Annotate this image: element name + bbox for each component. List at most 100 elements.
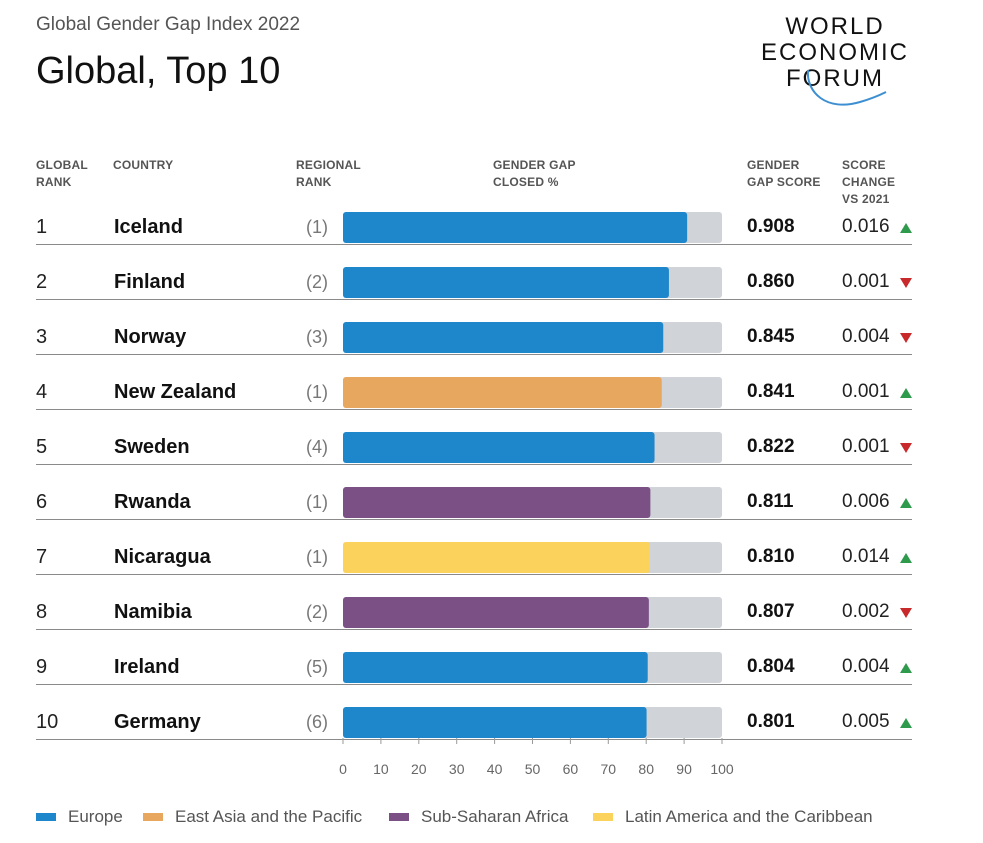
bar-remainder <box>343 432 722 463</box>
legend-label: Europe <box>68 807 123 826</box>
triangle-up-icon <box>900 552 912 563</box>
triangle-up-icon <box>900 222 912 233</box>
global-rank: 3 <box>36 325 48 348</box>
x-tick-label: 50 <box>525 761 541 777</box>
global-rank: 7 <box>36 545 48 568</box>
global-rank: 9 <box>36 655 48 678</box>
global-rank: 4 <box>36 380 48 403</box>
regional-rank: (2) <box>306 601 328 622</box>
score-change: 0.002 <box>842 600 890 622</box>
column-header-country: COUNTRY <box>113 157 173 174</box>
legend-item: Latin America and the Caribbean <box>593 807 873 827</box>
x-tick-label: 70 <box>601 761 617 777</box>
gender-gap-score: 0.845 <box>747 325 795 347</box>
global-rank: 8 <box>36 600 48 623</box>
triangle-up-icon <box>900 717 912 728</box>
regional-rank: (6) <box>306 711 328 732</box>
gender-gap-score: 0.860 <box>747 270 795 292</box>
x-tick-label: 80 <box>638 761 654 777</box>
global-rank: 6 <box>36 490 48 513</box>
gender-gap-score: 0.801 <box>747 710 795 732</box>
country-name: New Zealand <box>114 380 237 403</box>
score-change: 0.004 <box>842 325 890 347</box>
triangle-up-icon <box>900 662 912 673</box>
country-name: Sweden <box>114 435 190 458</box>
regional-rank: (1) <box>306 546 328 567</box>
global-rank: 5 <box>36 435 48 458</box>
subtitle: Global Gender Gap Index 2022 <box>36 14 301 35</box>
legend-item: Europe <box>36 807 123 827</box>
column-header-line: RANK <box>296 175 332 189</box>
bar-remainder <box>343 487 722 518</box>
bar-gap-closed <box>343 212 688 243</box>
column-header-line: CLOSED % <box>493 175 559 189</box>
row-divider <box>36 574 912 575</box>
bar-gap-closed <box>343 487 651 518</box>
bar-remainder <box>343 212 722 243</box>
legend-item: Sub-Saharan Africa <box>389 807 568 827</box>
score-change: 0.016 <box>842 215 890 237</box>
global-rank: 1 <box>36 215 48 238</box>
bar-gap-closed <box>343 267 669 298</box>
x-tick-label: 10 <box>373 761 389 777</box>
regional-rank: (3) <box>306 326 328 347</box>
x-tick-label: 100 <box>710 761 734 777</box>
row-divider <box>36 519 912 520</box>
bar-gap-closed <box>343 322 664 353</box>
regional-rank: (1) <box>306 381 328 402</box>
country-name: Ireland <box>114 655 180 678</box>
row-divider <box>36 629 912 630</box>
column-header-regional-rank: REGIONAL RANK <box>296 157 361 191</box>
logo-line-3: FORUM <box>786 65 884 92</box>
row-divider <box>36 739 912 740</box>
legend-swatch <box>389 812 409 821</box>
x-tick-label: 90 <box>676 761 692 777</box>
gender-gap-score: 0.822 <box>747 435 795 457</box>
bar-remainder <box>343 267 722 298</box>
x-tick-label: 20 <box>411 761 427 777</box>
regional-rank: (2) <box>306 271 328 292</box>
column-header-line: SCORE <box>842 158 886 172</box>
gender-gap-score: 0.810 <box>747 545 795 567</box>
x-tick-label: 30 <box>449 761 465 777</box>
column-header-line: GENDER <box>747 158 800 172</box>
gender-gap-score: 0.804 <box>747 655 795 677</box>
legend-swatch <box>143 812 163 821</box>
column-header-global-rank: GLOBAL RANK <box>36 157 88 191</box>
row-divider <box>36 464 912 465</box>
logo-line-1: WORLD <box>785 13 885 40</box>
column-header-line: GLOBAL <box>36 158 88 172</box>
bar-gap-closed <box>343 707 647 738</box>
bar-gap-closed <box>343 597 649 628</box>
score-change: 0.001 <box>842 270 890 292</box>
column-header-line: VS 2021 <box>842 192 890 206</box>
bar-remainder <box>343 322 722 353</box>
column-header-change: SCORE CHANGE VS 2021 <box>842 157 895 208</box>
column-header-gap-closed: GENDER GAP CLOSED % <box>493 157 576 191</box>
country-name: Germany <box>114 710 201 733</box>
row-divider <box>36 299 912 300</box>
row-divider <box>36 684 912 685</box>
regional-rank: (1) <box>306 491 328 512</box>
x-tick-label: 40 <box>487 761 503 777</box>
triangle-up-icon <box>900 387 912 398</box>
bar-gap-closed <box>343 542 650 573</box>
row-divider <box>36 244 912 245</box>
regional-rank: (1) <box>306 216 328 237</box>
bar-remainder <box>343 707 722 738</box>
score-change: 0.006 <box>842 490 890 512</box>
column-header-score: GENDER GAP SCORE <box>747 157 821 191</box>
legend-swatch <box>593 812 613 821</box>
legend-label: East Asia and the Pacific <box>175 807 363 826</box>
country-name: Iceland <box>114 215 183 238</box>
regional-rank: (4) <box>306 436 328 457</box>
bar-gap-closed <box>343 432 655 463</box>
column-header-line: GENDER GAP <box>493 158 576 172</box>
country-name: Nicaragua <box>114 545 211 568</box>
score-change: 0.001 <box>842 435 890 457</box>
country-name: Namibia <box>114 600 192 623</box>
bar-remainder <box>343 597 722 628</box>
x-tick-label: 0 <box>339 761 347 777</box>
global-rank: 2 <box>36 270 48 293</box>
logo-arc-icon <box>806 69 887 106</box>
